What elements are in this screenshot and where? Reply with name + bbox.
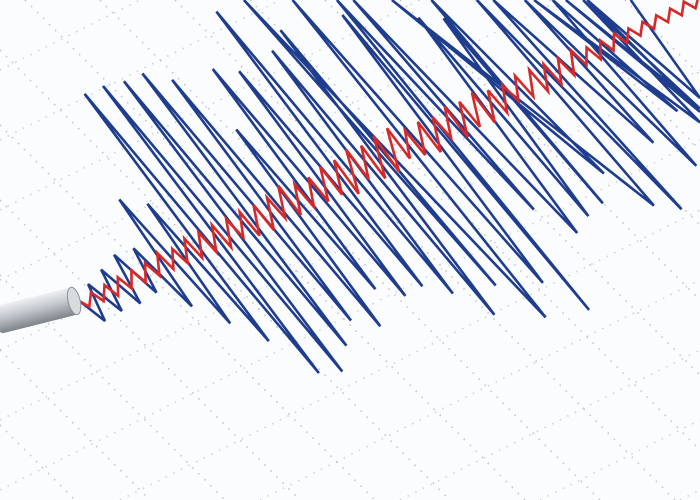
- blue-waveform: [71, 0, 700, 374]
- stylus-pen: [0, 286, 82, 334]
- grid-line: [0, 0, 700, 351]
- grid-line: [0, 0, 421, 211]
- grid-line: [0, 139, 700, 491]
- grid-line: [624, 0, 700, 76]
- grid-line: [0, 69, 700, 421]
- red-waveform: [77, 0, 699, 309]
- grid-line: [399, 349, 700, 500]
- stylus-tip: [66, 286, 82, 316]
- grid-line: [0, 0, 141, 71]
- grid-line: [539, 419, 700, 500]
- grid-line: [0, 49, 451, 500]
- grid-line: [0, 424, 76, 500]
- grid-line: [259, 279, 700, 500]
- grid-line: [0, 349, 151, 500]
- grid-line: [119, 209, 700, 500]
- grid-line: [0, 0, 281, 141]
- stylus-body: [0, 288, 77, 334]
- grid-line: [679, 489, 700, 500]
